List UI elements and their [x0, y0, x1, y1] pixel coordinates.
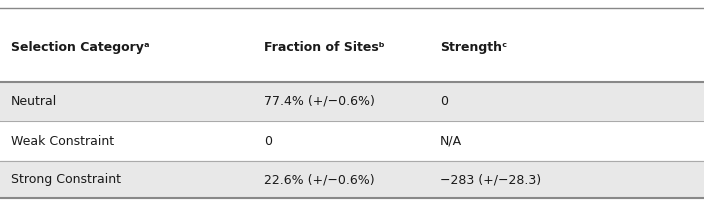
- Bar: [0, 121, 704, 161]
- Text: 0: 0: [264, 135, 272, 148]
- Text: Strong Constraint: Strong Constraint: [11, 173, 120, 186]
- Text: Selection Categoryᵃ: Selection Categoryᵃ: [11, 41, 149, 54]
- Bar: [0, 161, 704, 198]
- Text: 77.4% (+/−0.6%): 77.4% (+/−0.6%): [264, 95, 375, 108]
- Text: Strengthᶜ: Strengthᶜ: [440, 41, 507, 54]
- Bar: [0, 82, 704, 121]
- Text: Weak Constraint: Weak Constraint: [11, 135, 113, 148]
- Text: 0: 0: [440, 95, 448, 108]
- Text: N/A: N/A: [440, 135, 462, 148]
- Text: Neutral: Neutral: [11, 95, 57, 108]
- Bar: [0, 14, 704, 82]
- Text: −283 (+/−28.3): −283 (+/−28.3): [440, 173, 541, 186]
- Text: 22.6% (+/−0.6%): 22.6% (+/−0.6%): [264, 173, 375, 186]
- Text: Fraction of Sitesᵇ: Fraction of Sitesᵇ: [264, 41, 385, 54]
